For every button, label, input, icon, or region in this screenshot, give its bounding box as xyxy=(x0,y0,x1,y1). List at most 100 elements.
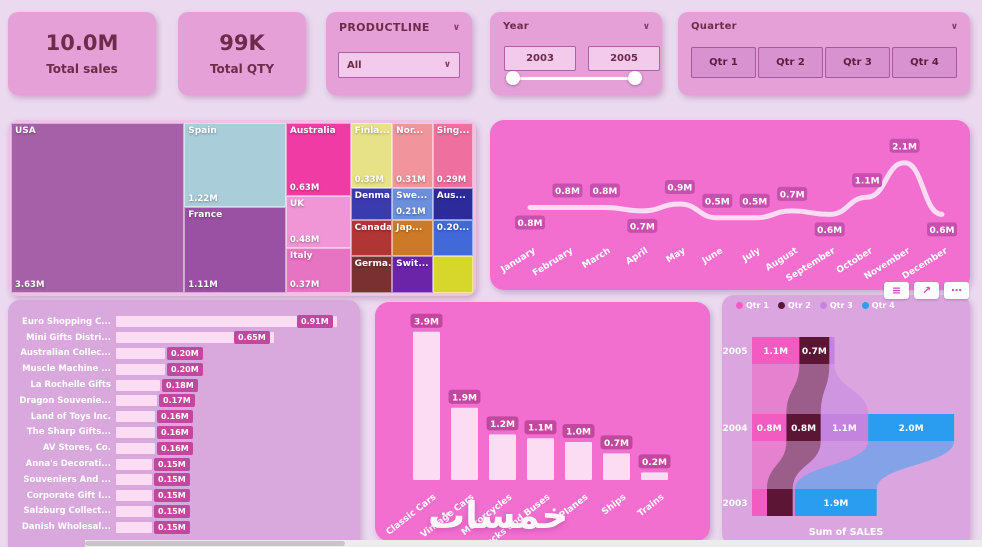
year-to-input[interactable] xyxy=(588,46,660,71)
qtr-4-button[interactable]: Qtr 4 xyxy=(892,47,957,78)
treemap-tile-value: 0.29M xyxy=(436,174,467,185)
customer-bar[interactable] xyxy=(116,426,155,438)
treemap-tile-usa[interactable]: USA 3.63M xyxy=(11,123,185,293)
ribbon-segment-2003-qtr-4[interactable] xyxy=(795,489,877,516)
product-bar-planes[interactable] xyxy=(565,442,592,480)
treemap-tile-jap[interactable]: Jap... xyxy=(392,219,433,256)
data-label-badge xyxy=(852,173,883,188)
customer-bar[interactable] xyxy=(116,347,165,359)
year-range-slider[interactable] xyxy=(506,70,642,86)
table-icon[interactable]: ≡ xyxy=(884,282,909,299)
treemap-tile-label: France xyxy=(188,210,223,221)
customer-value-badge: 0.20M xyxy=(167,362,203,376)
data-label-badge xyxy=(777,186,808,201)
treemap-tile-australia[interactable]: Australia 0.63M xyxy=(285,123,351,197)
customer-bar[interactable] xyxy=(116,363,165,375)
data-label-badge xyxy=(889,138,920,153)
total-sales-value: 10.0M xyxy=(45,31,119,55)
slider-track[interactable] xyxy=(512,77,636,80)
legend-item-qtr-2[interactable]: Qtr 2 xyxy=(777,301,811,310)
ribbon-flow-qtr-3 xyxy=(820,364,869,414)
ribbon-flow-qtr-2 xyxy=(767,441,821,489)
ribbon-segment-label: 0.7M xyxy=(802,347,827,357)
treemap-tile-0-20[interactable]: 0.20... xyxy=(432,219,473,256)
treemap-tile-nor[interactable]: Nor... 0.31M xyxy=(392,123,433,188)
year-filter-card: Year ∨ xyxy=(490,12,662,95)
product-bar-trains[interactable] xyxy=(641,472,668,480)
customer-bar[interactable] xyxy=(116,505,152,517)
customer-bar[interactable] xyxy=(116,316,337,328)
legend-item-qtr-4[interactable]: Qtr 4 xyxy=(861,301,895,310)
year-from-input[interactable] xyxy=(504,46,576,71)
ribbon-segment-2005-qtr-1[interactable] xyxy=(752,337,800,364)
qtr-2-button[interactable]: Qtr 2 xyxy=(758,47,823,78)
treemap-tile-denma[interactable]: Denma... xyxy=(350,187,393,220)
product-value-badge xyxy=(486,416,519,431)
ribbon-segment-2004-qtr-1[interactable] xyxy=(752,414,787,441)
ribbon-segment-2005-qtr-3[interactable] xyxy=(829,337,835,364)
treemap-tile-value: 0.37M xyxy=(289,279,320,290)
treemap-tile-france[interactable]: France 1.11M xyxy=(184,207,286,293)
slider-thumb-right[interactable] xyxy=(628,71,642,85)
product-bar-classic-cars[interactable] xyxy=(413,331,440,480)
data-label-badge xyxy=(664,180,695,194)
customer-row: Danish Wholesal... 0.15M xyxy=(8,519,360,535)
ribbon-segment-label: 1.9M xyxy=(823,499,848,509)
treemap-tile-swe[interactable]: Swe... 0.21M xyxy=(392,187,433,220)
ribbon-segment-2004-qtr-3[interactable] xyxy=(820,414,869,441)
product-value-badge xyxy=(562,424,595,438)
customer-bar[interactable] xyxy=(116,379,160,391)
legend-item-qtr-1[interactable]: Qtr 1 xyxy=(736,301,769,310)
treemap-tile-canada[interactable]: Canada xyxy=(350,219,393,256)
treemap-tile-sing[interactable]: Sing... 0.29M xyxy=(432,123,473,188)
product-bar-trucks-and-buses[interactable] xyxy=(527,438,554,480)
treemap-tile-germa[interactable]: Germa... xyxy=(350,255,393,293)
ribbon-segment-2004-qtr-2[interactable] xyxy=(786,414,821,441)
treemap-tile-unlabeled[interactable] xyxy=(432,255,473,293)
customer-label: The Sharp Gifts... xyxy=(26,427,111,438)
treemap-tile-aus[interactable]: Aus... xyxy=(432,187,473,220)
chevron-down-icon[interactable]: ∨ xyxy=(950,21,958,32)
customer-row: The Sharp Gifts... 0.16M xyxy=(8,425,360,441)
focus-mode-icon[interactable]: ↗ xyxy=(914,282,939,299)
more-options-icon[interactable]: ⋯ xyxy=(944,282,969,299)
product-bar-motorcycles[interactable] xyxy=(489,434,516,480)
customer-bar[interactable] xyxy=(116,411,155,423)
chevron-down-icon[interactable]: ∨ xyxy=(452,22,460,33)
customer-bar[interactable] xyxy=(116,458,152,470)
product-bar-ships[interactable] xyxy=(603,453,630,480)
scrollbar-thumb[interactable] xyxy=(85,541,345,546)
treemap-tile-label: Sing... xyxy=(436,126,470,136)
qtr-1-button[interactable]: Qtr 1 xyxy=(691,47,756,78)
ribbon-segment-2003-qtr-3[interactable] xyxy=(792,489,795,516)
productline-select[interactable]: All ∨ xyxy=(338,52,460,78)
customer-bar[interactable] xyxy=(116,395,157,407)
customer-bar[interactable] xyxy=(116,442,155,454)
product-value-text: 1.0M xyxy=(566,428,591,438)
ribbon-segment-2005-qtr-2[interactable] xyxy=(799,337,830,364)
qtr-3-button[interactable]: Qtr 3 xyxy=(825,47,890,78)
customer-bar[interactable] xyxy=(116,490,152,502)
slider-thumb-left[interactable] xyxy=(506,71,520,85)
productline-filter-header: PRODUCTLINE ∨ xyxy=(339,21,460,34)
treemap-tile-finla[interactable]: Finla... 0.33M xyxy=(350,123,393,188)
ribbon-segment-2003-qtr-2[interactable] xyxy=(767,489,793,516)
total-sales-label: Total sales xyxy=(46,62,118,76)
horizontal-scrollbar[interactable] xyxy=(85,540,982,547)
ribbon-segment-2004-qtr-4[interactable] xyxy=(868,414,955,441)
sales-line[interactable] xyxy=(527,160,945,221)
treemap-tile-swit[interactable]: Swit... xyxy=(392,255,433,293)
customer-bar[interactable] xyxy=(116,521,152,533)
legend-item-qtr-3[interactable]: Qtr 3 xyxy=(819,301,853,310)
customer-bar[interactable] xyxy=(116,332,274,344)
ribbon-flow-qtr-3 xyxy=(792,441,869,489)
customer-bar[interactable] xyxy=(116,474,152,486)
ribbon-segment-2003-qtr-1[interactable] xyxy=(752,489,767,516)
treemap-tile-spain[interactable]: Spain 1.22M xyxy=(184,123,286,208)
legend-label: Qtr 2 xyxy=(787,301,811,310)
chevron-down-icon[interactable]: ∨ xyxy=(642,21,650,32)
product-bar-vintage-cars[interactable] xyxy=(451,407,478,480)
treemap-tile-uk[interactable]: UK 0.48M xyxy=(285,196,351,248)
customer-value-badge: 0.15M xyxy=(154,473,190,487)
treemap-tile-italy[interactable]: Italy 0.37M xyxy=(285,247,351,293)
